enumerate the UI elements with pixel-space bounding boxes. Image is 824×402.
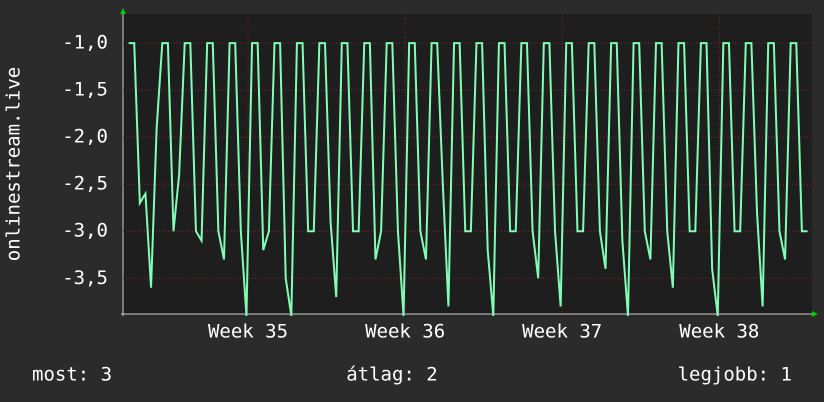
y-tick-label: -1,0 — [62, 32, 108, 54]
y-tick-label: -3,0 — [62, 220, 108, 242]
x-tick-label: Week 36 — [365, 321, 445, 343]
y-tick-label: -2,0 — [62, 126, 108, 148]
stat-current: most: 3 — [32, 364, 112, 386]
x-tick-label: Week 37 — [522, 321, 602, 343]
y-axis-label: onlinestream.live — [3, 67, 25, 261]
y-tick-label: -3,5 — [62, 267, 108, 289]
x-tick-label: Week 38 — [679, 321, 759, 343]
y-tick-label: -2,5 — [62, 173, 108, 195]
stat-best: legjobb: 1 — [678, 364, 792, 386]
stat-average: átlag: 2 — [346, 364, 438, 386]
x-tick-label: Week 35 — [208, 321, 288, 343]
axis-arrow — [120, 8, 126, 14]
data-line — [128, 42, 808, 317]
axis-arrow — [812, 311, 818, 317]
y-tick-label: -1,5 — [62, 79, 108, 101]
